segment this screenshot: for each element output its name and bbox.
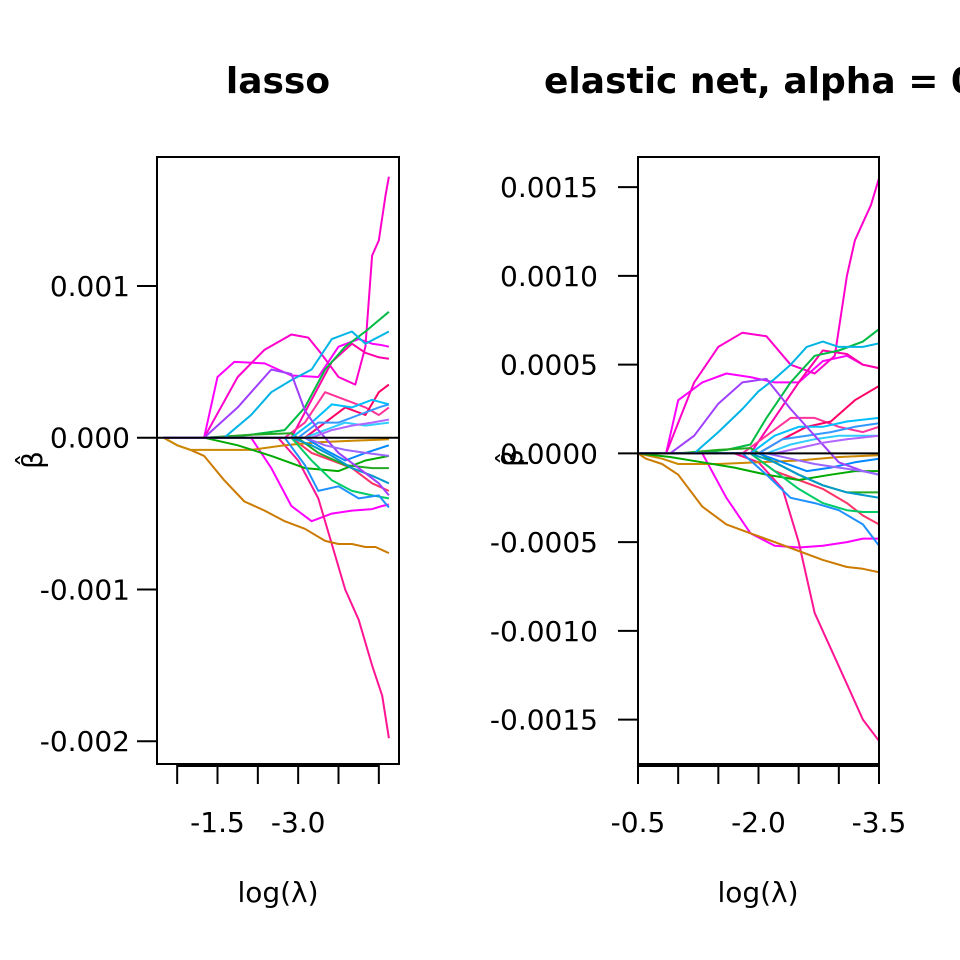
y-tick-label: 0.000 bbox=[50, 422, 130, 455]
y-tick-label: 0.0015 bbox=[500, 171, 598, 204]
y-axis: 0.001 0.000 -0.001 -0.002 bbox=[40, 270, 158, 758]
y-axis-label: β̂ bbox=[493, 449, 529, 467]
series-line bbox=[638, 452, 879, 574]
panel-title: lasso bbox=[226, 61, 330, 102]
x-tick-label: -0.5 bbox=[611, 806, 666, 839]
x-tick-label: -1.5 bbox=[190, 806, 245, 839]
series-line bbox=[163, 436, 390, 555]
series-line bbox=[638, 377, 879, 476]
series-line bbox=[638, 452, 879, 465]
series-line bbox=[163, 418, 390, 439]
series-line bbox=[163, 436, 390, 509]
series-line bbox=[638, 354, 879, 455]
series-line bbox=[163, 176, 390, 439]
y-axis-label: β̂ bbox=[13, 451, 49, 469]
series-line bbox=[163, 436, 390, 473]
y-tick-label: 0.0005 bbox=[500, 349, 598, 382]
series-line bbox=[163, 368, 390, 497]
x-axis-label: log(λ) bbox=[717, 876, 798, 909]
x-tick-label: -2.0 bbox=[731, 806, 786, 839]
panel-elastic-net: elastic net, alpha = 0 -0.5 -2.0 -3.5 0.00… bbox=[490, 61, 960, 909]
x-tick-label: -3.5 bbox=[852, 806, 907, 839]
plot-area bbox=[157, 176, 399, 739]
y-tick-label: 0.0000 bbox=[500, 437, 598, 470]
y-tick-label: -0.0005 bbox=[490, 526, 598, 559]
y-tick-label: -0.0015 bbox=[490, 704, 598, 737]
series-line bbox=[163, 311, 390, 439]
y-tick-label: -0.001 bbox=[40, 573, 130, 606]
series-line bbox=[163, 330, 390, 439]
series-line bbox=[638, 340, 879, 455]
y-tick-label: 0.001 bbox=[50, 270, 130, 303]
series-line bbox=[163, 436, 389, 451]
y-tick-label: 0.0010 bbox=[500, 260, 598, 293]
y-tick-label: -0.0010 bbox=[490, 615, 598, 648]
y-tick-label: -0.002 bbox=[40, 725, 130, 758]
series-line bbox=[638, 452, 879, 547]
series-line bbox=[163, 403, 390, 439]
series-line bbox=[638, 452, 879, 513]
series-line bbox=[638, 452, 879, 742]
series-line bbox=[163, 391, 390, 439]
x-tick-label: -3.0 bbox=[271, 806, 326, 839]
x-axis-label: log(λ) bbox=[237, 876, 318, 909]
series-line bbox=[163, 436, 390, 739]
plot-area bbox=[638, 178, 879, 742]
x-axis: -1.5 -3.0 bbox=[176, 765, 380, 839]
series-line bbox=[638, 447, 879, 494]
y-axis: 0.0015 0.0010 0.0005 0.0000 -0.0005 -0.0010 -0… bbox=[490, 171, 639, 737]
series-line bbox=[163, 383, 390, 439]
series-line bbox=[638, 416, 879, 455]
panel-title: elastic net, alpha = 0 bbox=[544, 61, 960, 102]
series-line bbox=[163, 338, 390, 439]
panel-lasso: lasso -1.5 -3.0 0.001 0.000 -0.001 -0.002 lo… bbox=[13, 61, 400, 909]
x-axis: -0.5 -2.0 -3.5 bbox=[611, 765, 907, 839]
series-line bbox=[638, 349, 879, 455]
